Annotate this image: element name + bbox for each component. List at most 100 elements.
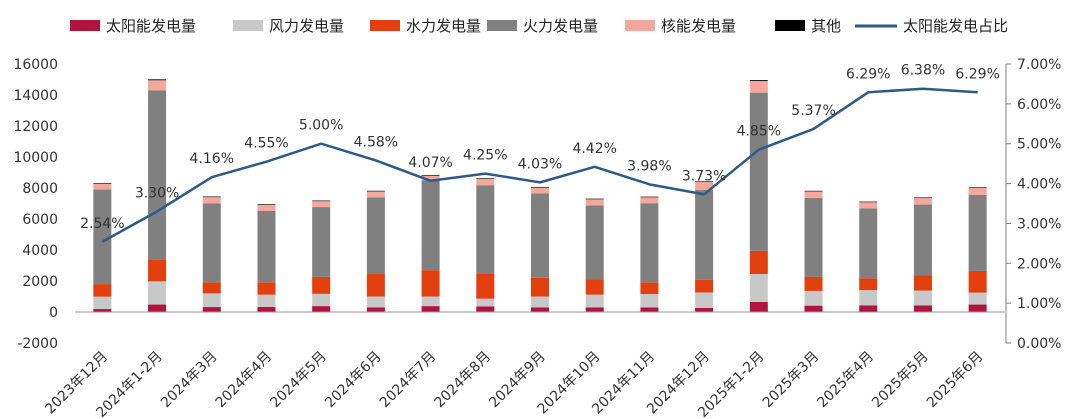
share-data-label: 3.30% xyxy=(135,185,179,201)
bar-segment xyxy=(804,305,823,312)
bar-segment xyxy=(93,183,112,184)
bar-segment xyxy=(257,306,276,312)
legend-label: 太阳能发电占比 xyxy=(903,17,1008,35)
bar-segment xyxy=(695,181,714,182)
left-tick-label: 6000 xyxy=(22,212,58,228)
bar-segment xyxy=(859,202,878,209)
x-axis: 2023年12月2024年1-2月2024年3月2024年4月2024年5月20… xyxy=(42,349,986,419)
bar-segment xyxy=(749,80,768,82)
bar-segment xyxy=(366,191,385,198)
bar-segment xyxy=(366,307,385,312)
bar-segment xyxy=(202,197,221,204)
bar-segment xyxy=(804,197,823,277)
x-tick-label: 2024年6月 xyxy=(322,349,385,412)
right-tick-label: 6.00% xyxy=(1017,97,1061,113)
bar-segment xyxy=(202,293,221,308)
bar-segment xyxy=(312,293,331,307)
right-tick-label: 2.00% xyxy=(1017,256,1061,272)
share-data-label: 6.29% xyxy=(955,66,999,82)
bar-segment xyxy=(531,296,549,308)
bar-segment xyxy=(695,181,714,191)
bar-segment xyxy=(421,306,440,312)
share-data-label: 3.73% xyxy=(682,168,726,184)
bar-segment xyxy=(93,183,112,190)
bar-segment xyxy=(93,296,112,310)
share-line xyxy=(101,87,978,243)
bar-segment xyxy=(585,279,604,295)
bar-segment xyxy=(202,307,221,312)
bar-segment xyxy=(749,81,768,93)
legend-swatch xyxy=(233,20,263,31)
bar-segment xyxy=(913,197,932,199)
bar-segment xyxy=(312,276,331,294)
bar-segment xyxy=(695,279,714,293)
bar-segment xyxy=(585,307,604,312)
bar-segment xyxy=(366,197,385,275)
bar-segment xyxy=(148,281,167,305)
left-tick-label: 10000 xyxy=(13,150,58,166)
bar-segment xyxy=(257,204,276,211)
x-tick-label: 2024年4月 xyxy=(213,349,276,412)
left-tick-label: 2000 xyxy=(22,274,58,290)
legend-swatch xyxy=(625,20,655,31)
legend-label: 太阳能发电量 xyxy=(106,17,196,35)
bar-segment xyxy=(531,193,549,278)
bar-segment xyxy=(148,80,167,91)
bar-segment xyxy=(695,307,714,312)
right-tick-label: 5.00% xyxy=(1017,137,1061,153)
share-data-label: 3.98% xyxy=(627,158,671,174)
share-line-path xyxy=(101,87,978,243)
bar-segment xyxy=(585,205,604,280)
bar-segment xyxy=(913,204,932,276)
bar-segment xyxy=(148,259,167,282)
bar-segment xyxy=(257,204,276,205)
x-tick-label: 2025年5月 xyxy=(869,349,932,412)
bar-segment xyxy=(476,306,495,312)
bar-segment xyxy=(312,306,331,312)
bar-segment xyxy=(749,274,768,302)
bar-segment xyxy=(93,309,112,312)
bar-segment xyxy=(366,274,385,297)
bar-segment xyxy=(804,190,823,192)
bar-segment xyxy=(804,290,823,306)
bar-segment xyxy=(202,203,221,283)
right-tick-label: 1.00% xyxy=(1017,296,1061,312)
bar-segment xyxy=(695,292,714,308)
bar-segment xyxy=(93,189,112,285)
legend-label: 火力发电量 xyxy=(523,17,598,35)
legend-swatch xyxy=(370,20,400,31)
bar-segment xyxy=(640,196,659,198)
x-tick-label: 2025年4月 xyxy=(814,349,877,412)
right-axis: 0.00% 1.00% 2.00% 3.00% 4.00% 5.00% 6.00% 7.00% xyxy=(1005,57,1061,352)
bar-segment xyxy=(531,307,549,312)
bar-segment xyxy=(366,296,385,308)
bar-segment xyxy=(640,294,659,308)
bar-segment xyxy=(859,208,878,279)
bar-segment xyxy=(531,187,549,194)
bar-segment xyxy=(913,198,932,205)
bar-segment xyxy=(366,190,385,192)
bar-segment xyxy=(640,307,659,312)
bar-segment xyxy=(202,196,221,198)
bar-segment xyxy=(421,174,440,176)
share-data-label: 5.37% xyxy=(791,103,835,119)
legend-swatch xyxy=(487,20,517,31)
legend-swatch xyxy=(775,20,805,31)
left-tick-label: 0 xyxy=(49,305,58,321)
x-tick-label: 2024年8月 xyxy=(432,349,495,412)
bar-segment xyxy=(968,304,987,312)
bar-segment xyxy=(93,284,112,297)
bar-segment xyxy=(640,282,659,295)
bar-segment xyxy=(476,273,495,299)
share-data-label: 4.25% xyxy=(463,148,507,164)
bar-segment xyxy=(913,290,932,306)
bar-segment xyxy=(476,178,495,179)
bar-segment xyxy=(421,175,440,181)
bar-segment xyxy=(148,79,167,81)
bar-segment xyxy=(257,294,276,307)
bar-segment xyxy=(640,203,659,283)
bar-segment xyxy=(585,198,604,200)
left-tick-label: 16000 xyxy=(13,57,58,73)
bar-segment xyxy=(476,185,495,274)
